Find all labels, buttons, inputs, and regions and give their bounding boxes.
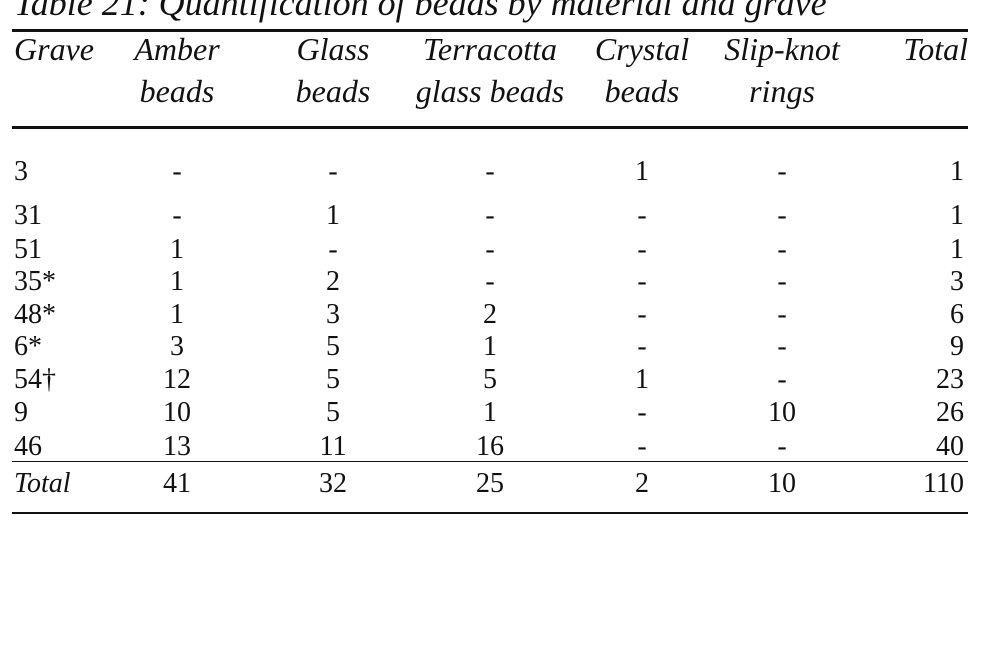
- header-line: Grave: [14, 31, 94, 67]
- table-row-cell: -: [172, 156, 182, 187]
- table-row-cell: -: [777, 364, 787, 395]
- table-row-cell: 1: [635, 364, 649, 395]
- header-line: beads: [604, 73, 680, 109]
- table-row-cell: -: [777, 234, 787, 265]
- table-row-cell: 51: [14, 234, 42, 265]
- table-row-cell: -: [637, 397, 647, 428]
- column-header: Glass beads: [223, 28, 443, 112]
- table-row-cell: -: [485, 200, 495, 231]
- table-row-cell: 3: [326, 299, 340, 330]
- header-line: Slip-knot: [724, 31, 840, 67]
- total-row-cell: 10: [768, 468, 796, 499]
- table-row-cell: -: [777, 431, 787, 462]
- table-row-cell: 6: [950, 299, 964, 330]
- table-row-cell: -: [637, 200, 647, 231]
- table-row-cell: 1: [635, 156, 649, 187]
- column-header: Total: [903, 28, 968, 112]
- table-row-cell: 1: [170, 299, 184, 330]
- header-line: rings: [749, 73, 815, 109]
- table-row-cell: -: [777, 331, 787, 362]
- total-rule: [12, 461, 968, 462]
- table-row-cell: -: [637, 331, 647, 362]
- table-row-cell: -: [637, 266, 647, 297]
- table-row-cell: 1: [950, 156, 964, 187]
- table-row-cell: 5: [326, 397, 340, 428]
- table-row-cell: 2: [326, 266, 340, 297]
- table-row-cell: 5: [483, 364, 497, 395]
- header-line: Glass: [296, 31, 370, 67]
- table-row-cell: -: [485, 156, 495, 187]
- table-row-cell: -: [777, 200, 787, 231]
- table-row-cell: 11: [319, 431, 347, 462]
- table-row-cell: -: [485, 234, 495, 265]
- table-row-cell: 26: [936, 397, 964, 428]
- column-header: Slip-knot rings: [672, 28, 892, 112]
- table-row-cell: 3: [950, 266, 964, 297]
- table-row-cell: -: [777, 156, 787, 187]
- table-row-cell: 23: [936, 364, 964, 395]
- table-row-cell: 3: [170, 331, 184, 362]
- total-row-cell: 41: [163, 468, 191, 499]
- table-row-cell: 9: [14, 397, 28, 428]
- table-row-cell: 1: [950, 234, 964, 265]
- header-line: [903, 70, 968, 112]
- table-row-cell: 12: [163, 364, 191, 395]
- column-header: Terracotta glass beads: [380, 28, 600, 112]
- header-line: Terracotta: [423, 31, 557, 67]
- column-header: Grave: [14, 28, 94, 112]
- table-row-cell: 13: [163, 431, 191, 462]
- table-row-cell: -: [777, 299, 787, 330]
- column-header: Amber beads: [67, 28, 287, 112]
- table-row-cell: 5: [326, 331, 340, 362]
- table-row-cell: 10: [768, 397, 796, 428]
- top-rule: [12, 29, 968, 32]
- table-row-cell: 5: [326, 364, 340, 395]
- table-row-cell: -: [328, 156, 338, 187]
- table-row-cell: 2: [483, 299, 497, 330]
- table-row-cell: 1: [326, 200, 340, 231]
- table-row-cell: -: [637, 234, 647, 265]
- header-line: beads: [139, 73, 215, 109]
- table-row-cell: 16: [476, 431, 504, 462]
- table-row-cell: 9: [950, 331, 964, 362]
- table-row-cell: -: [777, 266, 787, 297]
- table-row-cell: 54†: [14, 364, 56, 395]
- header-line: beads: [295, 73, 371, 109]
- table-row-cell: -: [637, 299, 647, 330]
- table-row-cell: 3: [14, 156, 28, 187]
- header-line: Amber: [134, 31, 220, 67]
- table-row-cell: 40: [936, 431, 964, 462]
- table-row-cell: 1: [170, 266, 184, 297]
- total-row-cell: 32: [319, 468, 347, 499]
- column-header: Crystal beads: [532, 28, 752, 112]
- header-line: Crystal: [594, 31, 690, 67]
- total-row-cell: Total: [14, 468, 71, 499]
- table-row-cell: 6*: [14, 331, 42, 362]
- header-line: glass beads: [415, 73, 565, 109]
- table-row-cell: 1: [483, 331, 497, 362]
- table-title: Table 21: Quantification of beads by mat…: [14, 0, 827, 23]
- table-row-cell: -: [637, 431, 647, 462]
- total-row-cell: 25: [476, 468, 504, 499]
- table-row-cell: 1: [950, 200, 964, 231]
- total-row-cell: 110: [923, 468, 964, 499]
- bottom-rule: [12, 512, 968, 514]
- table-row-cell: 10: [163, 397, 191, 428]
- header-line: Total: [903, 31, 968, 67]
- table-row-cell: 31: [14, 200, 42, 231]
- total-row-cell: 2: [635, 468, 649, 499]
- table-row-cell: -: [172, 200, 182, 231]
- table-row-cell: 46: [14, 431, 42, 462]
- table-row-cell: -: [485, 266, 495, 297]
- table-row-cell: -: [328, 234, 338, 265]
- table-row-cell: 48*: [14, 299, 56, 330]
- table-row-cell: 1: [483, 397, 497, 428]
- table-row-cell: 35*: [14, 266, 56, 297]
- table-row-cell: 1: [170, 234, 184, 265]
- header-rule: [12, 126, 968, 129]
